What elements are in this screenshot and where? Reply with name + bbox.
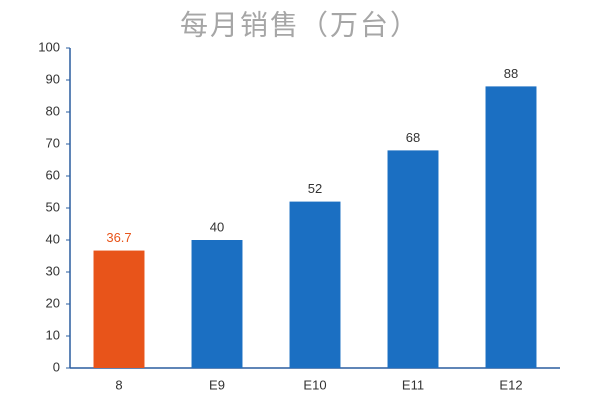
value-label: 52 bbox=[308, 181, 322, 196]
bar bbox=[485, 86, 537, 369]
y-tick-label: 60 bbox=[46, 167, 60, 182]
bar bbox=[191, 240, 243, 368]
chart-title: 每月销售（万台） bbox=[180, 9, 420, 40]
y-tick-label: 10 bbox=[46, 327, 60, 342]
x-tick-label: E9 bbox=[209, 377, 225, 392]
y-tick-label: 30 bbox=[46, 263, 60, 278]
x-tick-label: E11 bbox=[402, 377, 424, 392]
value-label: 68 bbox=[406, 130, 420, 145]
y-tick-label: 20 bbox=[46, 295, 60, 310]
y-tick-label: 100 bbox=[38, 39, 60, 54]
y-tick-label: 0 bbox=[53, 359, 60, 374]
y-tick-label: 40 bbox=[46, 231, 60, 246]
x-tick-label: E12 bbox=[499, 377, 522, 392]
y-tick-label: 50 bbox=[46, 199, 60, 214]
x-tick-label: E10 bbox=[303, 377, 326, 392]
bar bbox=[93, 250, 145, 368]
bar bbox=[387, 150, 439, 368]
value-label: 40 bbox=[210, 219, 224, 234]
value-label: 88 bbox=[504, 66, 518, 81]
y-tick-label: 70 bbox=[46, 135, 60, 150]
value-label: 36.7 bbox=[106, 230, 131, 245]
y-tick-label: 90 bbox=[46, 71, 60, 86]
y-tick-label: 80 bbox=[46, 103, 60, 118]
bar bbox=[289, 201, 341, 368]
x-tick-label: 8 bbox=[115, 377, 122, 392]
